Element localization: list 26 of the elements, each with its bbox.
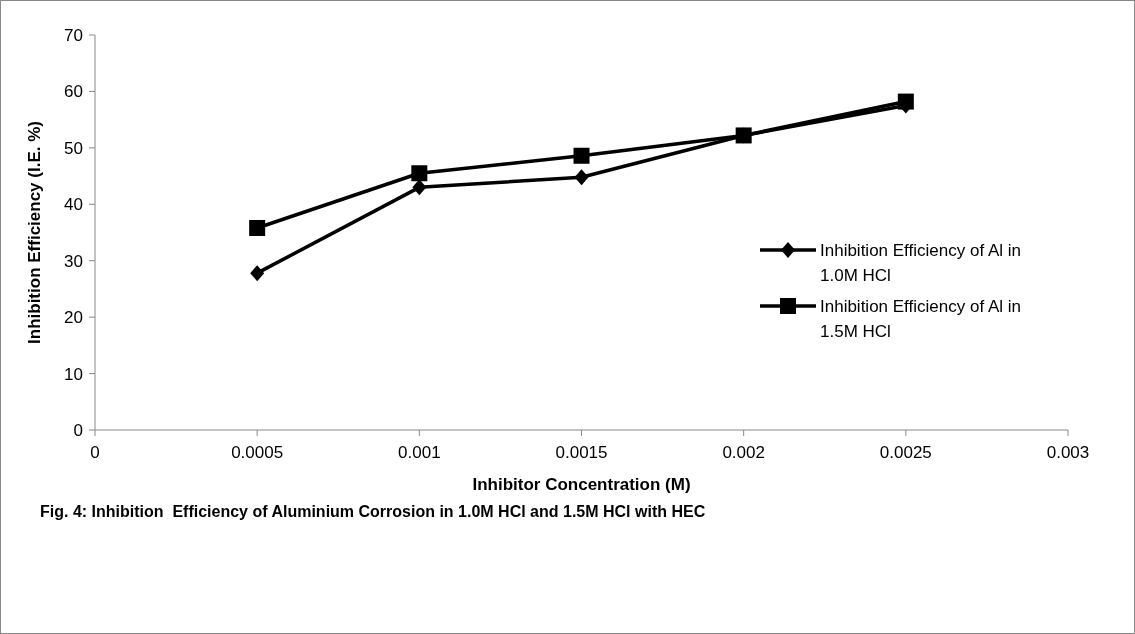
y-tick-label: 70 — [64, 25, 83, 45]
point — [574, 169, 589, 186]
y-tick-label: 50 — [64, 138, 83, 158]
y-tick-label: 60 — [64, 82, 83, 102]
point — [411, 165, 428, 182]
point — [412, 179, 427, 196]
text: Fig. 4: Inhibition Efficiency of Aluminium Corrosion in 1.0M HCl and 1.5M HCl with HEC — [40, 503, 706, 520]
legend-label: Inhibition Efficiency of Al in 1.0M HCl — [820, 240, 1021, 285]
point — [573, 147, 590, 164]
x-tick-label: 0.003 — [1046, 443, 1090, 462]
x-tick-label: 0.002 — [722, 443, 765, 462]
y-axis-title: Inhibition Efficiency (I.E. %) — [25, 121, 44, 344]
legend-label: Inhibition Efficiency of Al in 1.5M HCl — [820, 296, 1021, 341]
y-tick-label: 0 — [73, 420, 83, 440]
x-axis-title: Inhibitor Concentration (M) — [472, 475, 691, 494]
x-tick-label: 0.0015 — [555, 443, 608, 462]
x-tick-label: 0.0025 — [879, 443, 932, 462]
y-tick-label: 20 — [64, 308, 83, 328]
point — [249, 219, 266, 236]
y-tick-label: 30 — [64, 251, 83, 271]
y-tick-label: 10 — [64, 364, 83, 384]
point — [250, 265, 265, 282]
x-tick-label: 0.0005 — [231, 443, 284, 462]
y-tick-label: 40 — [64, 195, 83, 215]
x-tick-label: 0.001 — [398, 443, 441, 462]
x-tick-label: 0 — [90, 443, 100, 462]
